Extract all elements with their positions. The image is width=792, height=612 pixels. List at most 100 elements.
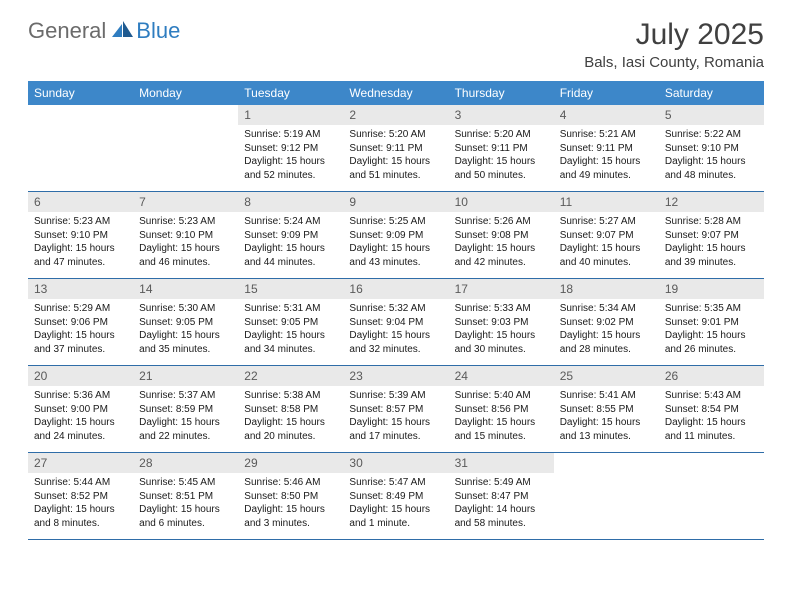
day-number: 4 xyxy=(560,108,653,122)
calendar-cell: 24Sunrise: 5:40 AMSunset: 8:56 PMDayligh… xyxy=(449,366,554,452)
calendar-cell: 29Sunrise: 5:46 AMSunset: 8:50 PMDayligh… xyxy=(238,453,343,539)
logo-triangle-icon xyxy=(112,21,134,44)
daylight-line: Daylight: 15 hours and 46 minutes. xyxy=(139,242,232,269)
daynum-row: 12 xyxy=(659,192,764,212)
sunset-line: Sunset: 8:52 PM xyxy=(34,490,127,504)
daynum-row: 13 xyxy=(28,279,133,299)
cell-body: Sunrise: 5:27 AMSunset: 9:07 PMDaylight:… xyxy=(554,212,659,275)
calendar-cell: 9Sunrise: 5:25 AMSunset: 9:09 PMDaylight… xyxy=(343,192,448,278)
sunrise-line: Sunrise: 5:29 AM xyxy=(34,302,127,316)
daylight-line: Daylight: 15 hours and 26 minutes. xyxy=(665,329,758,356)
sunset-line: Sunset: 8:56 PM xyxy=(455,403,548,417)
cell-body: Sunrise: 5:31 AMSunset: 9:05 PMDaylight:… xyxy=(238,299,343,362)
day-number: 17 xyxy=(455,282,548,296)
daylight-line: Daylight: 15 hours and 32 minutes. xyxy=(349,329,442,356)
sunset-line: Sunset: 9:06 PM xyxy=(34,316,127,330)
cell-body: Sunrise: 5:35 AMSunset: 9:01 PMDaylight:… xyxy=(659,299,764,362)
day-number: 5 xyxy=(665,108,758,122)
daylight-line: Daylight: 15 hours and 28 minutes. xyxy=(560,329,653,356)
sunset-line: Sunset: 9:10 PM xyxy=(139,229,232,243)
calendar-cell: 25Sunrise: 5:41 AMSunset: 8:55 PMDayligh… xyxy=(554,366,659,452)
daylight-line: Daylight: 15 hours and 37 minutes. xyxy=(34,329,127,356)
sunset-line: Sunset: 9:01 PM xyxy=(665,316,758,330)
sunrise-line: Sunrise: 5:36 AM xyxy=(34,389,127,403)
calendar-cell: 26Sunrise: 5:43 AMSunset: 8:54 PMDayligh… xyxy=(659,366,764,452)
daynum-row: 25 xyxy=(554,366,659,386)
day-number: 18 xyxy=(560,282,653,296)
daylight-line: Daylight: 15 hours and 11 minutes. xyxy=(665,416,758,443)
daynum-row: 14 xyxy=(133,279,238,299)
cell-body: Sunrise: 5:20 AMSunset: 9:11 PMDaylight:… xyxy=(343,125,448,188)
sunrise-line: Sunrise: 5:39 AM xyxy=(349,389,442,403)
daylight-line: Daylight: 15 hours and 30 minutes. xyxy=(455,329,548,356)
daynum-row: 2 xyxy=(343,105,448,125)
daylight-line: Daylight: 15 hours and 42 minutes. xyxy=(455,242,548,269)
sunrise-line: Sunrise: 5:20 AM xyxy=(349,128,442,142)
daynum-row: 20 xyxy=(28,366,133,386)
day-number: 21 xyxy=(139,369,232,383)
sunset-line: Sunset: 9:10 PM xyxy=(665,142,758,156)
cell-body: Sunrise: 5:23 AMSunset: 9:10 PMDaylight:… xyxy=(133,212,238,275)
sunset-line: Sunset: 8:55 PM xyxy=(560,403,653,417)
day-number: 22 xyxy=(244,369,337,383)
cell-body: Sunrise: 5:39 AMSunset: 8:57 PMDaylight:… xyxy=(343,386,448,449)
daylight-line: Daylight: 15 hours and 13 minutes. xyxy=(560,416,653,443)
daynum-row: 16 xyxy=(343,279,448,299)
sunset-line: Sunset: 9:00 PM xyxy=(34,403,127,417)
day-number: 31 xyxy=(455,456,548,470)
day-number: 7 xyxy=(139,195,232,209)
daynum-row: 4 xyxy=(554,105,659,125)
sunrise-line: Sunrise: 5:22 AM xyxy=(665,128,758,142)
day-number: 25 xyxy=(560,369,653,383)
day-number: 27 xyxy=(34,456,127,470)
calendar-cell: 2 Sunrise: 5:20 AMSunset: 9:11 PMDaylight… xyxy=(343,105,448,191)
sunrise-line: Sunrise: 5:47 AM xyxy=(349,476,442,490)
calendar-cell: 23 Sunrise: 5:39 AMSunset: 8:57 PMDayligh… xyxy=(343,366,448,452)
sunset-line: Sunset: 9:10 PM xyxy=(34,229,127,243)
sunrise-line: Sunrise: 5:26 AM xyxy=(455,215,548,229)
day-number: 28 xyxy=(139,456,232,470)
daynum-row: 3 xyxy=(449,105,554,125)
day-number: 20 xyxy=(34,369,127,383)
cell-body: Sunrise: 5:44 AMSunset: 8:52 PMDaylight:… xyxy=(28,473,133,536)
cell-body: Sunrise: 5:23 AMSunset: 9:10 PMDaylight:… xyxy=(28,212,133,275)
daylight-line: Daylight: 15 hours and 50 minutes. xyxy=(455,155,548,182)
calendar-cell: 11Sunrise: 5:27 AMSunset: 9:07 PMDayligh… xyxy=(554,192,659,278)
calendar-cell: 6Sunrise: 5:23 AMSunset: 9:10 PMDaylight… xyxy=(28,192,133,278)
sunset-line: Sunset: 9:11 PM xyxy=(455,142,548,156)
calendar-cell: 28Sunrise: 5:45 AMSunset: 8:51 PMDayligh… xyxy=(133,453,238,539)
month-title: July 2025 xyxy=(584,18,764,52)
cell-body: Sunrise: 5:37 AMSunset: 8:59 PMDaylight:… xyxy=(133,386,238,449)
cell-body: Sunrise: 5:36 AMSunset: 9:00 PMDaylight:… xyxy=(28,386,133,449)
calendar-cell: 20 Sunrise: 5:36 AMSunset: 9:00 PMDayligh… xyxy=(28,366,133,452)
sunset-line: Sunset: 8:50 PM xyxy=(244,490,337,504)
day-number: 23 xyxy=(349,369,442,383)
sunrise-line: Sunrise: 5:27 AM xyxy=(560,215,653,229)
daynum-row: 31 xyxy=(449,453,554,473)
daynum-row: 30 xyxy=(343,453,448,473)
calendar: SundayMondayTuesdayWednesdayThursdayFrid… xyxy=(28,81,764,540)
calendar-cell: 8Sunrise: 5:24 AMSunset: 9:09 PMDaylight… xyxy=(238,192,343,278)
daynum-row: 17 xyxy=(449,279,554,299)
sunset-line: Sunset: 9:09 PM xyxy=(349,229,442,243)
daynum-row: 5 xyxy=(659,105,764,125)
cell-body: Sunrise: 5:34 AMSunset: 9:02 PMDaylight:… xyxy=(554,299,659,362)
day-number: 2 xyxy=(349,108,442,122)
sunset-line: Sunset: 8:49 PM xyxy=(349,490,442,504)
cell-body: Sunrise: 5:26 AMSunset: 9:08 PMDaylight:… xyxy=(449,212,554,275)
calendar-cell: 5 Sunrise: 5:22 AMSunset: 9:10 PMDaylight… xyxy=(659,105,764,191)
sunset-line: Sunset: 9:07 PM xyxy=(560,229,653,243)
calendar-cell: 16Sunrise: 5:32 AMSunset: 9:04 PMDayligh… xyxy=(343,279,448,365)
daynum-row: 8 xyxy=(238,192,343,212)
daynum-row: 6 xyxy=(28,192,133,212)
daynum-row: 7 xyxy=(133,192,238,212)
sunset-line: Sunset: 8:57 PM xyxy=(349,403,442,417)
day-number: 30 xyxy=(349,456,442,470)
cell-body: Sunrise: 5:21 AMSunset: 9:11 PMDaylight:… xyxy=(554,125,659,188)
cell-body: Sunrise: 5:43 AMSunset: 8:54 PMDaylight:… xyxy=(659,386,764,449)
daylight-line: Daylight: 15 hours and 1 minute. xyxy=(349,503,442,530)
daylight-line: Daylight: 15 hours and 52 minutes. xyxy=(244,155,337,182)
daynum-row: 11 xyxy=(554,192,659,212)
daylight-line: Daylight: 15 hours and 48 minutes. xyxy=(665,155,758,182)
logo-text-general: General xyxy=(28,18,106,44)
